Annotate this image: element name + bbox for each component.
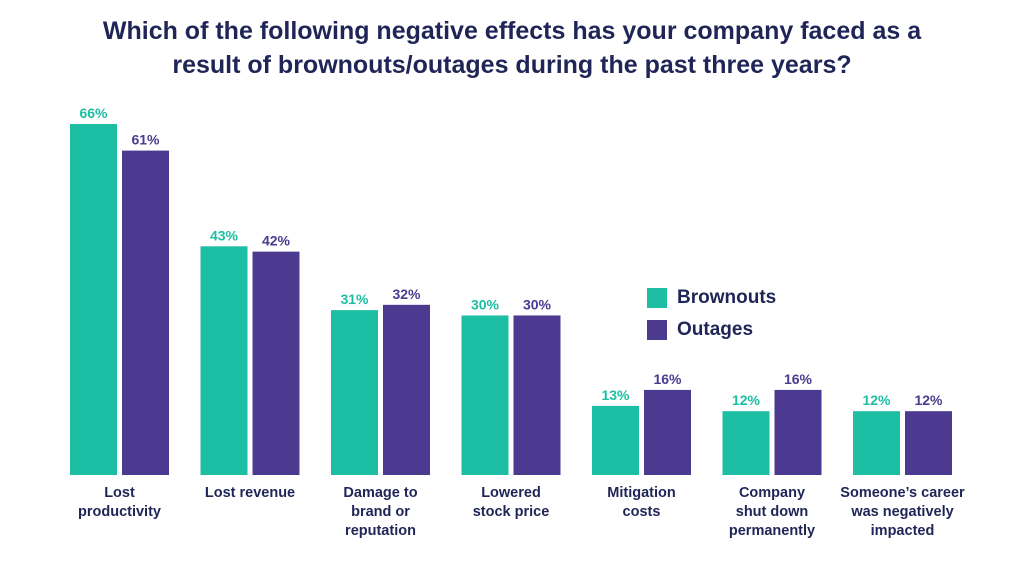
legend-item-brownouts: Brownouts bbox=[647, 282, 776, 314]
legend: Brownouts Outages bbox=[647, 282, 776, 346]
legend-label-outages: Outages bbox=[677, 319, 754, 340]
data-label-brownouts-4: 13% bbox=[601, 387, 630, 403]
bar-outages-0 bbox=[122, 150, 169, 475]
legend-swatch-brownouts bbox=[647, 288, 667, 308]
bar-outages-6 bbox=[905, 411, 952, 475]
bar-brownouts-4 bbox=[592, 405, 639, 475]
category-label-0: Lost productivity bbox=[78, 485, 161, 520]
data-label-outages-2: 32% bbox=[392, 286, 421, 302]
category-label-4: Mitigation costs bbox=[607, 485, 676, 520]
bar-brownouts-2 bbox=[331, 310, 378, 475]
bar-brownouts-0 bbox=[70, 124, 117, 475]
data-label-outages-1: 42% bbox=[262, 233, 291, 249]
chart-title-line-2: result of brownouts/outages during the p… bbox=[172, 51, 852, 79]
data-label-brownouts-1: 43% bbox=[210, 227, 239, 243]
category-label-6: Someone’s career was negatively impacted bbox=[840, 485, 965, 539]
data-label-outages-6: 12% bbox=[914, 392, 943, 408]
legend-item-outages: Outages bbox=[647, 314, 776, 346]
legend-label-brownouts: Brownouts bbox=[677, 287, 777, 308]
bar-brownouts-5 bbox=[722, 411, 770, 475]
bar-outages-5 bbox=[774, 389, 822, 475]
bar-outages-2 bbox=[383, 304, 430, 475]
chart-title-line-1: Which of the following negative effects … bbox=[102, 17, 922, 45]
category-label-3: Lowered stock price bbox=[472, 485, 550, 520]
data-label-outages-0: 61% bbox=[131, 132, 160, 148]
data-label-brownouts-5: 12% bbox=[732, 392, 761, 408]
category-label-1: Lost revenue bbox=[204, 485, 296, 501]
data-label-brownouts-0: 66% bbox=[79, 105, 108, 121]
bar-outages-3 bbox=[513, 315, 561, 475]
legend-swatch-outages bbox=[647, 320, 667, 340]
chart-title: Which of the following negative effects … bbox=[0, 14, 1024, 82]
data-label-outages-4: 16% bbox=[653, 371, 682, 387]
data-label-outages-3: 30% bbox=[523, 296, 552, 312]
data-label-outages-5: 16% bbox=[784, 371, 813, 387]
data-label-brownouts-3: 30% bbox=[471, 296, 500, 312]
data-label-brownouts-2: 31% bbox=[340, 291, 369, 307]
bar-brownouts-1 bbox=[200, 246, 248, 475]
bar-brownouts-6 bbox=[853, 411, 900, 475]
bar-outages-4 bbox=[644, 389, 691, 475]
category-label-5: Company shut down permanently bbox=[728, 485, 816, 539]
bar-outages-1 bbox=[252, 251, 300, 475]
category-label-2: Damage to brand or reputation bbox=[343, 485, 418, 539]
bar-brownouts-3 bbox=[461, 315, 509, 475]
data-label-brownouts-6: 12% bbox=[862, 392, 891, 408]
